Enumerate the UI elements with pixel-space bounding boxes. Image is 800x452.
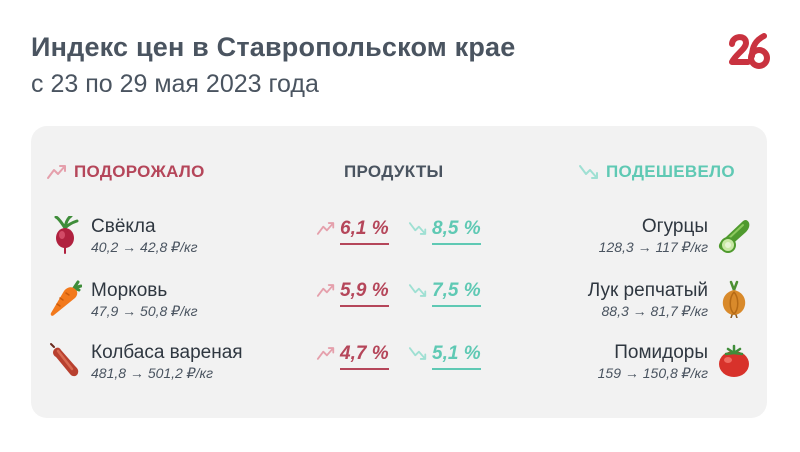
change-down-value: 8,5 % [432,218,481,245]
change-down-value: 5,1 % [432,343,481,370]
product-price: 481,8 → 501,2 ₽/кг [91,365,214,381]
product-price: 47,9 → 50,8 ₽/кг [91,303,198,319]
change-up: 5,9 % [316,280,389,307]
change-down: 8,5 % [408,218,481,245]
list-item: Лук репчатый 88,3 → 81,7 ₽/кг [588,280,752,320]
header-rising: ПОДОРОЖАЛО [46,162,205,182]
trend-up-icon [316,222,335,235]
trend-down-icon [408,222,427,235]
change-up: 4,7 % [316,343,389,370]
list-item: Колбаса вареная 481,8 → 501,2 ₽/кг [48,342,243,382]
trend-down-icon [408,347,427,360]
product-name: Огурцы [641,216,708,237]
trend-down-icon [408,284,427,297]
list-item: Свёкла 40,2 → 42,8 ₽/кг [48,216,197,256]
price-card [31,126,767,418]
product-name: Колбаса вареная [91,342,243,363]
sausage-icon [50,343,79,377]
list-item: Морковь 47,9 → 50,8 ₽/кг [48,280,197,320]
trend-up-icon [316,284,335,297]
product-price: 159 → 150,8 ₽/кг [597,365,708,381]
beet-icon [54,216,79,254]
onion-icon [722,280,746,318]
change-up: 6,1 % [316,218,389,245]
header-falling: ПОДЕШЕВЕЛО [578,162,735,182]
header-products: ПРОДУКТЫ [344,162,444,181]
trend-up-icon [316,347,335,360]
change-up-value: 4,7 % [340,343,389,370]
trend-up-icon [47,165,66,179]
product-name: Лук репчатый [587,280,708,301]
product-price: 88,3 → 81,7 ₽/кг [601,303,708,319]
page-subtitle: с 23 по 29 мая 2023 года [31,70,319,98]
carrot-icon [50,280,82,316]
page-title: Индекс цен в Ставропольском крае [31,32,516,62]
trend-down-icon [579,165,598,179]
product-name: Морковь [91,280,168,301]
product-price: 40,2 → 42,8 ₽/кг [91,239,198,255]
change-down: 7,5 % [408,280,481,307]
product-name: Свёкла [91,216,156,237]
change-down: 5,1 % [408,343,481,370]
header-rising-label: ПОДОРОЖАЛО [74,162,205,181]
change-up-value: 5,9 % [340,280,389,307]
change-down-value: 7,5 % [432,280,481,307]
cucumber-icon [718,220,750,253]
change-up-value: 6,1 % [340,218,389,245]
list-item: Помидоры 159 → 150,8 ₽/кг [598,342,752,382]
logo-26-icon [729,33,770,69]
header-falling-label: ПОДЕШЕВЕЛО [606,162,735,181]
product-name: Помидоры [614,342,708,363]
tomato-icon [719,344,749,377]
list-item: Огурцы 128,3 → 117 ₽/кг [599,216,752,256]
product-price: 128,3 → 117 ₽/кг [598,239,708,255]
